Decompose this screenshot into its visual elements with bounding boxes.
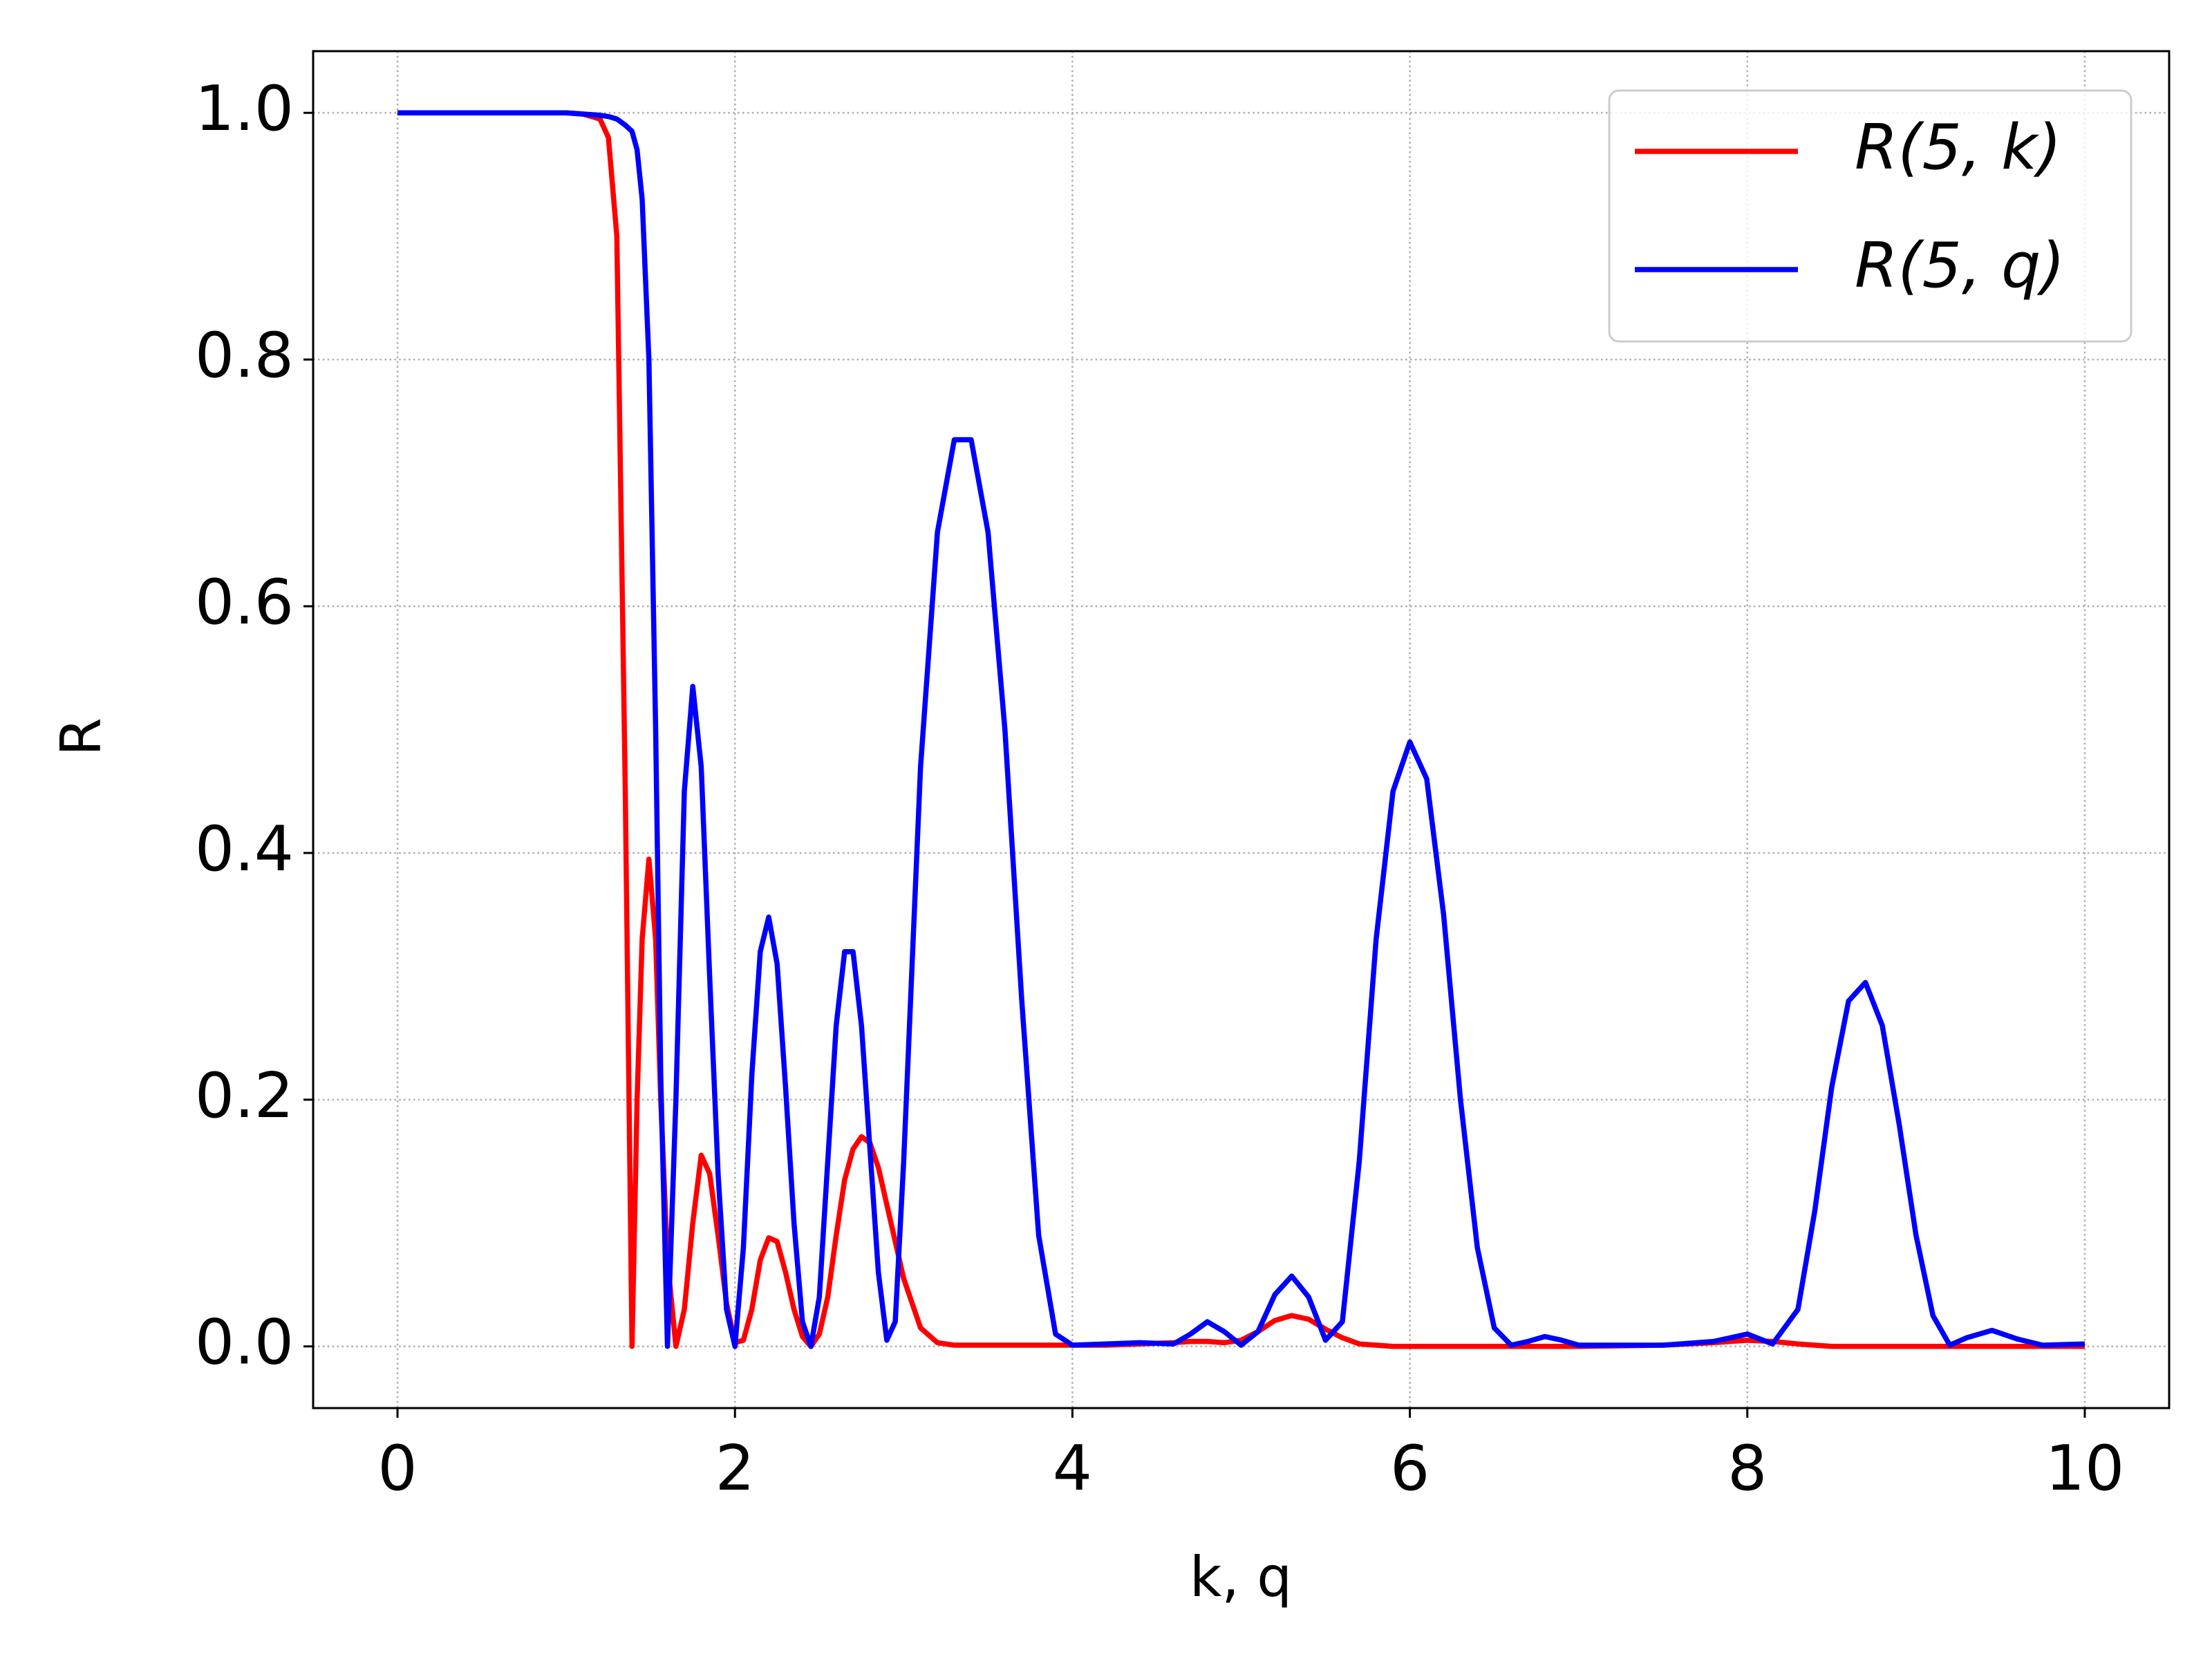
x-tick-label: 0 (377, 1432, 417, 1505)
y-tick-label: 0.2 (195, 1060, 294, 1132)
x-axis-label: k, q (1190, 1545, 1292, 1609)
x-tick-label: 4 (1053, 1432, 1092, 1505)
y-tick-label: 0.4 (195, 813, 294, 885)
legend-label: R(5, q) (1855, 229, 2065, 302)
x-tick-label: 6 (1390, 1432, 1430, 1505)
series-line (397, 110, 2086, 1349)
y-tick-label: 0.8 (195, 319, 294, 392)
series-line (397, 110, 2085, 1349)
plot-frame (312, 50, 2171, 1409)
x-tick-label: 8 (1727, 1432, 1767, 1505)
legend-label: R(5, k) (1855, 111, 2061, 184)
y-tick-label: 1.0 (195, 73, 294, 145)
y-axis-label: R (49, 718, 113, 756)
x-tick-label: 2 (715, 1432, 755, 1505)
y-tick-label: 0.0 (195, 1306, 294, 1379)
x-tick-label: 10 (2045, 1432, 2125, 1505)
y-tick-label: 0.6 (195, 566, 294, 639)
legend: R(5, k) R(5, q) (1608, 89, 2133, 343)
